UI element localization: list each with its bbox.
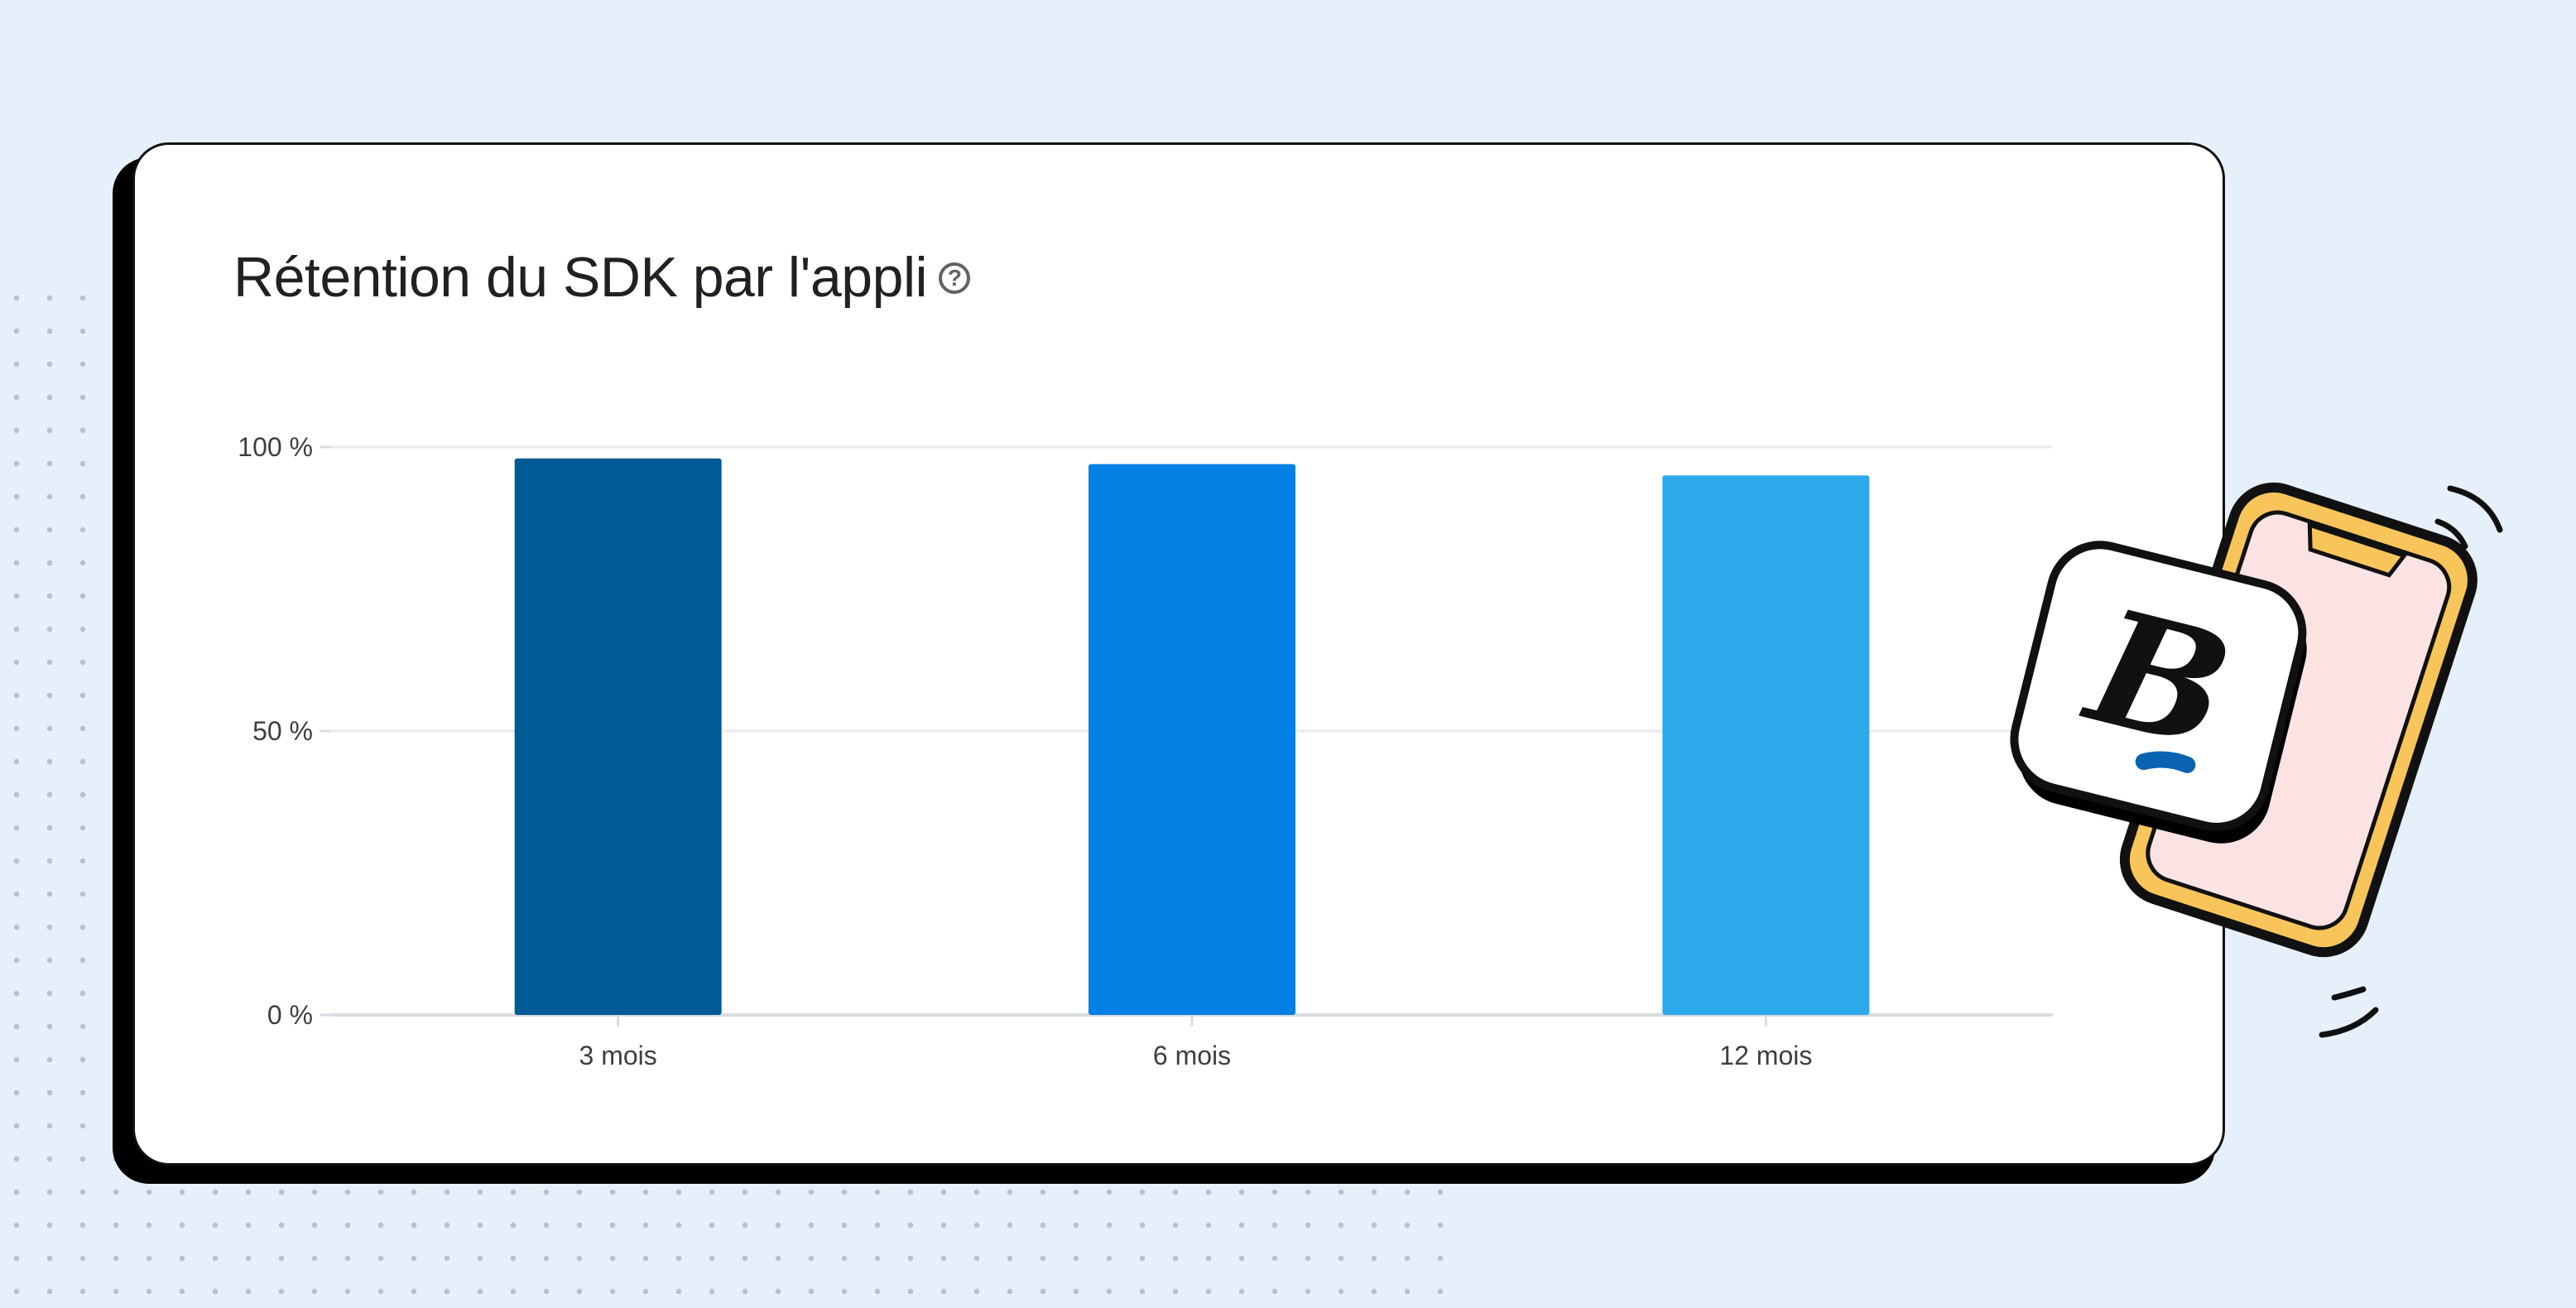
x-tick-label: 3 mois: [579, 1041, 657, 1070]
app-logo-icon: B: [2010, 541, 2307, 844]
x-tick-label: 6 mois: [1153, 1041, 1231, 1070]
y-tick-label: 100 %: [238, 432, 313, 462]
help-icon[interactable]: ?: [939, 262, 971, 295]
bar: [1662, 475, 1870, 1015]
phone-app-illustration: B: [2010, 482, 2503, 1038]
bar: [1089, 464, 1295, 1015]
bar: [514, 458, 722, 1015]
chart-title: Rétention du SDK par l'appli?: [233, 245, 971, 310]
x-tick-label: 12 mois: [1719, 1041, 1812, 1070]
y-tick-label: 0 %: [267, 1000, 313, 1030]
y-tick-label: 50 %: [252, 716, 313, 746]
vibration-marks-icon: [2319, 485, 2503, 1038]
chart-title-text: Rétention du SDK par l'appli: [233, 246, 928, 309]
